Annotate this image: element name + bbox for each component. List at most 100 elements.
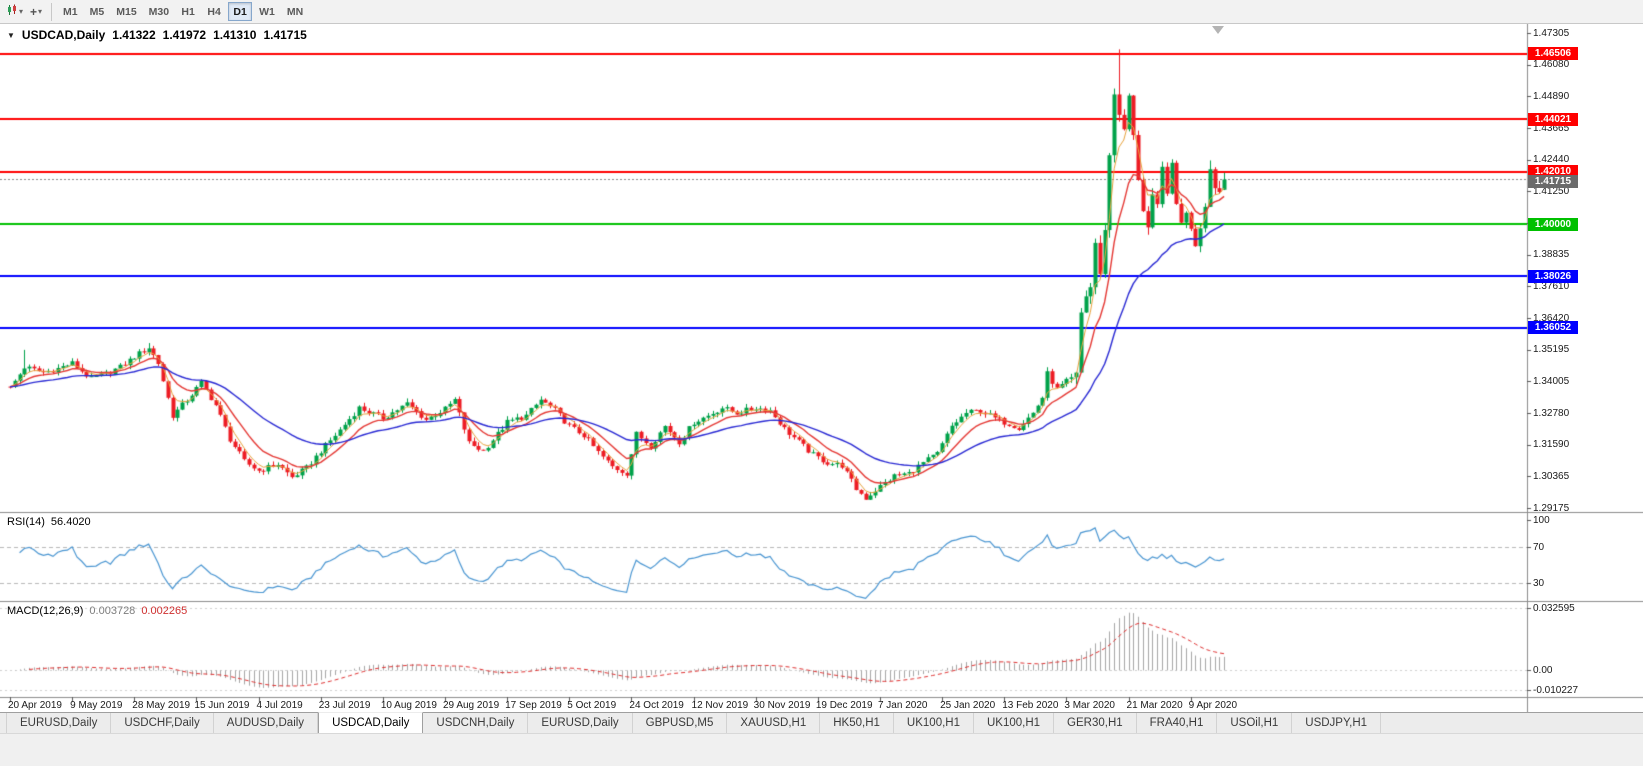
date-label: 15 Jun 2019 xyxy=(194,700,250,711)
date-label: 5 Oct 2019 xyxy=(567,700,617,711)
indicator-axis-label: 70 xyxy=(1533,542,1545,553)
macd-indicator-label: MACD(12,26,9) 0.003728 0.002265 xyxy=(7,605,187,617)
price-axis-label: 1.36420 xyxy=(1533,312,1570,324)
price-axis-label: 1.32780 xyxy=(1533,407,1570,419)
indicator-axis-label: 0.00 xyxy=(1533,665,1553,677)
indicator-axis-label: -0.010227 xyxy=(1533,685,1579,696)
date-label: 7 Jan 2020 xyxy=(877,700,928,711)
hline-price-tag[interactable]: 1.38026 xyxy=(1528,269,1578,283)
price-chart-canvas[interactable] xyxy=(0,24,1643,712)
chevron-down-icon: ▾ xyxy=(38,7,43,16)
date-label: 24 Oct 2019 xyxy=(629,700,684,711)
date-label: 29 Aug 2019 xyxy=(442,700,500,711)
chart-tab-xauusd-h1[interactable]: XAUUSD,H1 xyxy=(727,713,821,733)
date-label: 3 Mar 2020 xyxy=(1064,700,1115,711)
crosshair-icon: + xyxy=(30,4,38,19)
timeframe-button-h1[interactable]: H1 xyxy=(176,2,200,21)
date-label: 30 Nov 2019 xyxy=(753,700,811,711)
chart-type-selector[interactable]: ▾ xyxy=(3,1,26,23)
date-label: 10 Aug 2019 xyxy=(380,700,437,711)
timeframe-button-m15[interactable]: M15 xyxy=(111,2,141,21)
chart-tab-usdcad-daily[interactable]: USDCAD,Daily xyxy=(318,712,424,733)
price-axis-label: 1.30365 xyxy=(1533,470,1570,482)
chart-tab-ger30-h1[interactable]: GER30,H1 xyxy=(1054,713,1137,733)
ohlc-open: 1.41322 xyxy=(112,28,156,42)
macd-signal-value: 0.002265 xyxy=(141,605,188,617)
timeframe-button-m1[interactable]: M1 xyxy=(58,2,83,21)
rsi-indicator-label: RSI(14) 56.4020 xyxy=(7,516,91,528)
timeframe-button-m30[interactable]: M30 xyxy=(144,2,174,21)
price-axis-label: 1.46080 xyxy=(1533,59,1570,71)
indicator-axis-label: 0.032595 xyxy=(1533,603,1575,614)
chart-tab-usdchf-daily[interactable]: USDCHF,Daily xyxy=(111,713,214,733)
macd-main-value: 0.003728 xyxy=(89,605,136,617)
date-label: 9 Apr 2020 xyxy=(1188,700,1238,711)
chart-tab-fra40-h1[interactable]: FRA40,H1 xyxy=(1137,713,1218,733)
chart-tab-hk50-h1[interactable]: HK50,H1 xyxy=(820,713,894,733)
date-label: 25 Jan 2020 xyxy=(940,700,996,711)
chart-shift-marker[interactable] xyxy=(1212,26,1224,34)
hline-price-tag[interactable]: 1.36052 xyxy=(1528,321,1578,335)
timeframe-button-w1[interactable]: W1 xyxy=(254,2,280,21)
chart-tab-uk100-h1[interactable]: UK100,H1 xyxy=(974,713,1055,733)
timeframe-button-h4[interactable]: H4 xyxy=(202,2,226,21)
date-label: 4 Jul 2019 xyxy=(256,700,303,711)
timeframe-buttons: M1 M5 M15 M30 H1 H4 D1 W1 MN xyxy=(57,2,309,21)
date-label: 12 Nov 2019 xyxy=(691,700,749,711)
rsi-name: RSI(14) xyxy=(7,516,45,528)
chart-tab-usdjpy-h1[interactable]: USDJPY,H1 xyxy=(1292,713,1382,733)
price-axis-label: 1.35195 xyxy=(1533,344,1570,356)
date-label: 23 Jul 2019 xyxy=(318,700,371,711)
hline-price-tag[interactable]: 1.44021 xyxy=(1528,112,1578,126)
indicator-axis-label: 30 xyxy=(1533,578,1545,589)
ohlc-high: 1.41972 xyxy=(162,28,207,42)
price-axis-label: 1.42440 xyxy=(1533,154,1570,166)
price-axis-label: 1.34005 xyxy=(1533,375,1570,387)
candlestick-chart-icon xyxy=(6,3,18,21)
chart-tab-usdcnh-daily[interactable]: USDCNH,Daily xyxy=(423,713,529,733)
indicator-axis-label: 100 xyxy=(1533,515,1550,526)
chevron-down-icon: ▾ xyxy=(19,7,24,16)
chart-symbol-label: USDCAD,Daily xyxy=(21,28,106,42)
hline-price-tag[interactable]: 1.42010 xyxy=(1528,165,1578,179)
price-axis-label: 1.44890 xyxy=(1533,90,1570,102)
date-label: 19 Dec 2019 xyxy=(815,700,873,711)
chart-title: ▼ USDCAD,Daily 1.41322 1.41972 1.41310 1… xyxy=(7,28,307,42)
price-axis-label: 1.43665 xyxy=(1533,122,1570,134)
date-label: 20 Apr 2019 xyxy=(8,700,62,711)
price-axis-label: 1.47305 xyxy=(1533,27,1570,39)
chart-window: ▼ USDCAD,Daily 1.41322 1.41972 1.41310 1… xyxy=(0,24,1643,712)
symbol-dropdown-icon[interactable]: ▼ xyxy=(7,30,15,40)
timeframe-button-d1[interactable]: D1 xyxy=(228,2,253,21)
current-price-tag: 1.41715 xyxy=(1528,175,1578,189)
timeframe-button-mn[interactable]: MN xyxy=(282,2,308,21)
date-label: 17 Sep 2019 xyxy=(505,700,562,711)
chart-tabs-bar: EURUSD,Daily USDCHF,Daily AUDUSD,Daily USDC… xyxy=(0,712,1643,733)
macd-name: MACD(12,26,9) xyxy=(7,605,84,617)
toolbar: ▾ + ▾ M1 M5 M15 M30 H1 H4 D1 W1 MN xyxy=(0,0,1643,24)
status-strip xyxy=(0,733,1643,766)
timeframe-button-m5[interactable]: M5 xyxy=(85,2,110,21)
hline-price-tag[interactable]: 1.46506 xyxy=(1528,47,1578,61)
ohlc-low: 1.41310 xyxy=(213,28,257,42)
chart-tab-uk100-h1[interactable]: UK100,H1 xyxy=(894,713,974,733)
chart-tab-eurusd-daily[interactable]: EURUSD,Daily xyxy=(6,713,112,733)
rsi-value: 56.4020 xyxy=(50,516,91,528)
toolbar-separator xyxy=(51,2,53,21)
price-axis-label: 1.41250 xyxy=(1533,185,1570,197)
price-axis-label: 1.37610 xyxy=(1533,280,1570,292)
ohlc-close: 1.41715 xyxy=(263,28,307,42)
price-axis-label: 1.29175 xyxy=(1533,502,1570,514)
date-label: 9 May 2019 xyxy=(70,700,123,711)
date-label: 13 Feb 2020 xyxy=(1002,700,1059,711)
hline-price-tag[interactable]: 1.40000 xyxy=(1528,217,1578,231)
cursor-tool-selector[interactable]: + ▾ xyxy=(27,1,45,23)
date-label: 28 May 2019 xyxy=(132,700,191,711)
chart-tab-eurusd-daily[interactable]: EURUSD,Daily xyxy=(528,713,633,733)
date-label: 21 Mar 2020 xyxy=(1126,700,1183,711)
chart-tab-audusd-daily[interactable]: AUDUSD,Daily xyxy=(214,713,319,733)
price-axis-label: 1.38835 xyxy=(1533,249,1570,261)
chart-tab-gbpusd-m5[interactable]: GBPUSD,M5 xyxy=(633,713,728,733)
chart-tab-usoil-h1[interactable]: USOil,H1 xyxy=(1217,713,1293,733)
